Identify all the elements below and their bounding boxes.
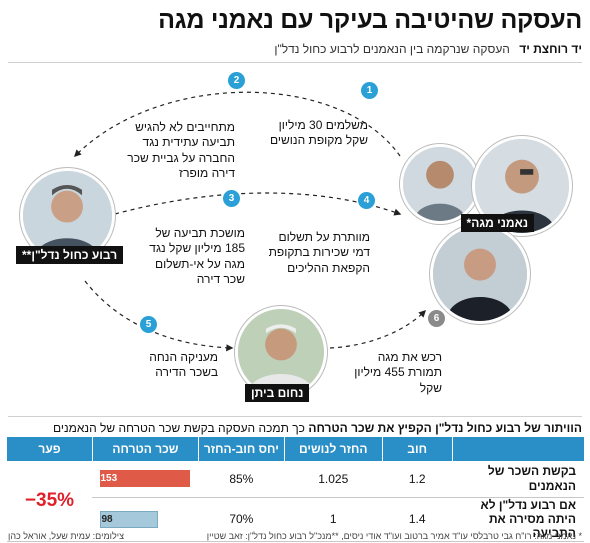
flow-graphic: נאמני מגה* רבוע כחול נדל"ן** נחום ביתן 1…: [0, 66, 590, 406]
step-badge-1: 1: [361, 82, 378, 99]
table-title: הוויתור של רבוע כחול נדל"ן הקפיץ את שכר …: [8, 416, 582, 435]
cell-ratio: 85%: [198, 461, 285, 498]
cell-ratio: 70%: [198, 497, 285, 542]
nahum-name-label: נחום ביתן: [245, 384, 310, 402]
subtitle: העסקה שנרקמה בין הנאמנים לרבוע כחול נדל"…: [274, 42, 510, 56]
trustees-name-label: נאמני מגה*: [460, 214, 534, 232]
trustees-photo-3: [430, 224, 530, 324]
step-text-6: רכש את מגה תמורת 455 מיליון שקל: [354, 350, 442, 395]
table-header-row: חוב החזר לנושים יחס חוב-החזר שכר הטרחה פ…: [6, 437, 584, 461]
step-text-4: מוותרת על תשלום דמי שכירות בתקופת הקפאת …: [268, 230, 370, 275]
header-gap: פער: [6, 437, 93, 461]
row-label: בקשת השכר של הנאמנים: [452, 461, 584, 498]
step-badge-4: 4: [358, 192, 375, 209]
blue-square-name-label: רבוע כחול נדל"ן**: [16, 246, 124, 264]
header-ratio: יחס חוב-החזר: [197, 437, 285, 461]
row-label: אם רבוע נדל"ן לא היתה מסירה את התביעה: [452, 497, 584, 542]
step-badge-5: 5: [140, 316, 157, 333]
header-label: [451, 437, 584, 461]
header-debt: חוב: [381, 437, 453, 461]
step-text-2: מתחייבים לא להגיש תביעה עתידית נגד החברה…: [127, 120, 235, 181]
gap-value: −35%: [6, 461, 93, 542]
table-title-bold: הוויתור של רבוע כחול נדל"ן הקפיץ את שכר …: [308, 421, 582, 435]
step-badge-3: 3: [223, 190, 240, 207]
fee-bar-value: 98: [101, 513, 113, 525]
fee-bar: 98: [100, 510, 159, 528]
step-text-3: מושכת תביעה של 185 מיליון שקל נגד מגה על…: [149, 226, 245, 287]
header-return: החזר לנושים: [283, 437, 383, 461]
fee-bar-value: 153: [100, 473, 118, 485]
cell-return: 1: [284, 497, 383, 542]
page-title: העסקה שהיטיבה בעיקר עם נאמני מגה: [158, 6, 582, 34]
table-title-rest: כך תמכה העסקה בקשת שכר הטרחה של הנאמנים: [52, 421, 305, 435]
trustees-photo-1: [400, 144, 480, 224]
step-text-5: מעניקה הנחה בשכר הדירה: [149, 350, 218, 380]
arrow-trustees-to-blue-top: [73, 91, 401, 158]
nahum-photo: [235, 306, 327, 398]
step-text-1: משלמים 30 מיליון שקל מקופת הנושים: [270, 118, 368, 148]
fee-table: חוב החזר לנושים יחס חוב-החזר שכר הטרחה פ…: [6, 437, 584, 542]
cell-debt: 1.2: [382, 461, 453, 498]
subtitle-row: יד רוחצת יד העסקה שנרקמה בין הנאמנים לרב…: [8, 42, 582, 63]
footer: * נאמני מגה: רו"ח גבי טרבלסי עו"ד אמיר ב…: [8, 531, 582, 541]
step-badge-2: 2: [228, 72, 245, 89]
cell-fee: 153: [92, 461, 199, 498]
step-badge-6: 6: [428, 310, 445, 327]
photo-credits: צילומים: עמית שעל, אוראל כהן: [8, 531, 124, 541]
footer-note: * נאמני מגה: רו"ח גבי טרבלסי עו"ד אמיר ב…: [206, 531, 582, 541]
table-row: בקשת השכר של הנאמנים 1.2 1.025 85% 153 −…: [6, 461, 584, 542]
table-row: אם רבוע נדל"ן לא היתה מסירה את התביעה 1.…: [7, 497, 584, 542]
arrow-blue-to-nahum: [84, 280, 234, 352]
header-fee: שכר הטרחה: [91, 437, 199, 461]
arrow-nahum-to-trustees: [329, 309, 427, 349]
cell-fee: 98: [92, 497, 199, 542]
arrow-blue-to-trustees-mid: [114, 192, 402, 216]
cell-debt: 1.4: [382, 497, 453, 542]
fee-bar: 153: [100, 470, 191, 488]
cell-return: 1.025: [284, 461, 383, 498]
section-label: יד רוחצת יד: [519, 42, 582, 56]
